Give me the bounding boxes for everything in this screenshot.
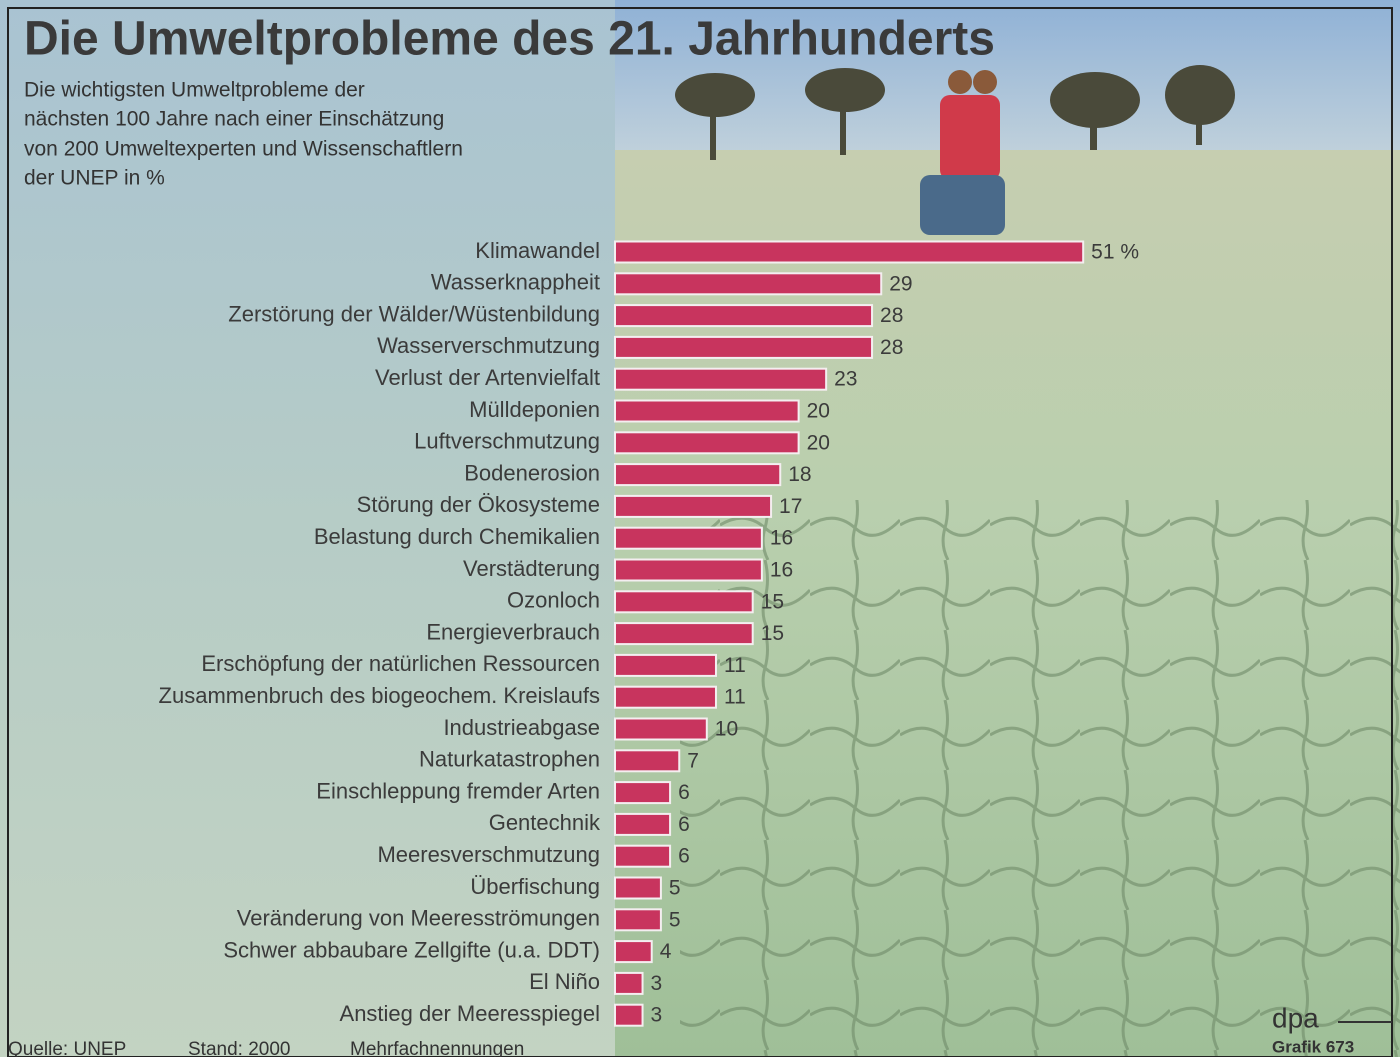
value-label: 11 (724, 654, 746, 677)
value-label: 51 % (1091, 241, 1139, 264)
bar (615, 623, 753, 644)
category-label: Energieverbrauch (426, 619, 600, 644)
bar (615, 909, 661, 930)
category-label: Ozonloch (507, 588, 600, 613)
bar (615, 687, 716, 708)
category-label: Veränderung von Meeresströmungen (237, 906, 600, 931)
value-label: 18 (788, 463, 811, 486)
cracks (680, 500, 1400, 1057)
value-label: 28 (880, 304, 903, 327)
value-label: 4 (660, 940, 672, 963)
category-label: Überfischung (470, 874, 600, 899)
category-label: Schwer abbaubare Zellgifte (u.a. DDT) (223, 937, 600, 962)
category-label: Zusammenbruch des biogeochem. Kreislaufs (159, 683, 600, 708)
value-label: 11 (724, 686, 746, 709)
category-label: Einschleppung fremder Arten (316, 778, 600, 803)
value-label: 16 (770, 527, 793, 550)
bar (615, 528, 762, 549)
credit: Grafik 673 (1272, 1037, 1354, 1056)
value-label: 6 (678, 781, 690, 804)
value-label: 3 (651, 972, 663, 995)
value-label: 17 (779, 495, 802, 518)
category-label: Wasserknappheit (431, 270, 600, 295)
value-label: 3 (651, 1004, 663, 1027)
bar (615, 878, 661, 899)
category-label: Anstieg der Meeresspiegel (340, 1001, 600, 1026)
category-label: Verlust der Artenvielfalt (375, 365, 600, 390)
category-label: Belastung durch Chemikalien (314, 524, 600, 549)
value-label: 5 (669, 908, 681, 931)
bar (615, 846, 670, 867)
bar (615, 369, 826, 390)
page: {"chart_data": {"type": "bar", "orientat… (0, 0, 1400, 1057)
bar (615, 750, 679, 771)
bar (615, 496, 771, 517)
value-label: 6 (678, 845, 690, 868)
value-label: 15 (761, 590, 784, 613)
category-label: Mülldeponien (469, 397, 600, 422)
chart-title: Die Umweltprobleme des 21. Jahrhunderts (24, 13, 995, 66)
bar (615, 242, 1083, 263)
bar (615, 655, 716, 676)
value-label: 28 (880, 336, 903, 359)
bar (615, 782, 670, 803)
category-label: El Niño (529, 969, 600, 994)
bar (615, 337, 872, 358)
category-label: Verstädterung (463, 556, 600, 581)
subtitle: Die wichtigsten Umweltprobleme der (24, 79, 365, 102)
category-label: Erschöpfung der natürlichen Ressourcen (201, 651, 600, 676)
bar (615, 1005, 643, 1026)
source: Stand: 2000 (188, 1039, 290, 1057)
subtitle: der UNEP in % (24, 167, 165, 190)
bar (615, 432, 799, 453)
value-label: 10 (715, 718, 738, 741)
category-label: Naturkatastrophen (419, 747, 600, 772)
category-label: Störung der Ökosysteme (357, 492, 600, 517)
category-label: Meeresverschmutzung (377, 842, 600, 867)
value-label: 23 (834, 368, 857, 391)
value-label: 20 (807, 400, 830, 423)
value-label: 15 (761, 622, 784, 645)
category-label: Gentechnik (489, 810, 601, 835)
value-label: 20 (807, 431, 830, 454)
category-label: Bodenerosion (464, 460, 600, 485)
bar (615, 401, 799, 422)
value-label: 29 (889, 272, 912, 295)
source: Quelle: UNEP (8, 1039, 126, 1057)
subtitle: nächsten 100 Jahre nach einer Einschätzu… (24, 108, 444, 131)
category-label: Industrieabgase (443, 715, 600, 740)
bar (615, 560, 762, 581)
bar (615, 273, 881, 294)
category-label: Luftverschmutzung (414, 429, 600, 454)
category-label: Klimawandel (475, 238, 600, 263)
value-label: 16 (770, 559, 793, 582)
value-label: 6 (678, 813, 690, 836)
bar (615, 591, 753, 612)
bar (615, 719, 707, 740)
bar (615, 814, 670, 835)
credit: dpa (1272, 1002, 1319, 1033)
value-label: 5 (669, 877, 681, 900)
category-label: Wasserverschmutzung (377, 333, 600, 358)
value-label: 7 (687, 749, 699, 772)
category-label: Zerstörung der Wälder/Wüstenbildung (228, 301, 600, 326)
bar (615, 305, 872, 326)
source: Mehrfachnennungen (350, 1039, 524, 1057)
bar (615, 973, 643, 994)
bar (615, 941, 652, 962)
bar (615, 464, 780, 485)
subtitle: von 200 Umweltexperten und Wissenschaftl… (24, 138, 463, 161)
chart: Die Umweltprobleme des 21. Jahrhunderts … (0, 0, 1400, 1057)
